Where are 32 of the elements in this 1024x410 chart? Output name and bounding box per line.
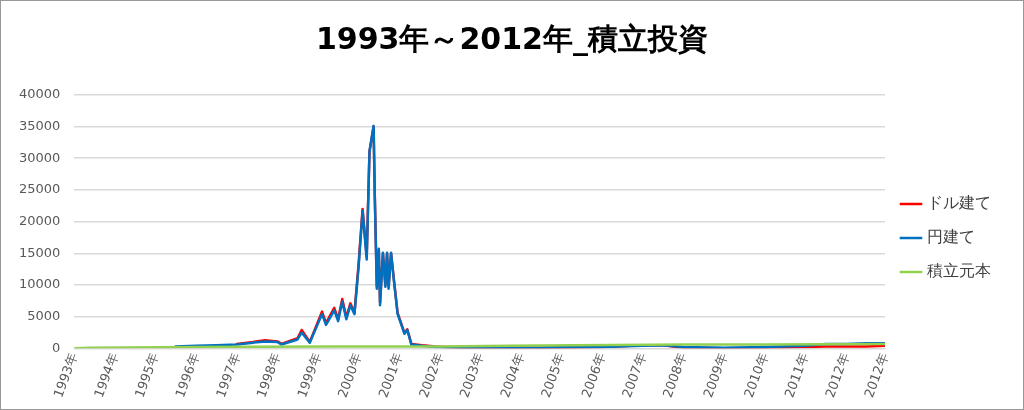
x-tick-label: 1999年 (294, 351, 324, 400)
chart-title: 1993年～2012年_積立投資 (315, 20, 709, 58)
x-tick-label: 2005年 (537, 351, 568, 400)
x-tick-label: 2008年 (659, 351, 690, 400)
y-tick-label: 10000 (19, 276, 61, 292)
y-tick-label: 25000 (19, 181, 61, 197)
x-tick-label: 2010年 (740, 351, 771, 400)
y-tick-label: 20000 (19, 212, 61, 228)
y-tick-label: 15000 (19, 244, 61, 260)
x-tick-label: 2007年 (619, 351, 649, 400)
y-tick-label: 5000 (27, 308, 61, 324)
x-tick-label: 2011年 (781, 351, 812, 400)
x-tick-label: 1994年 (91, 351, 121, 400)
x-tick-label: 2012年 (861, 351, 891, 400)
x-tick-label: 2003年 (456, 351, 487, 400)
x-tick-label: 2012年 (822, 351, 852, 400)
x-tick-label: 2009年 (700, 351, 731, 400)
x-tick-label: 1996年 (172, 351, 203, 400)
x-tick-label: 2000年 (334, 351, 365, 400)
x-tick-label: 1997年 (212, 351, 243, 400)
legend-label: 円建て (927, 227, 975, 247)
x-tick-label: 2004年 (497, 351, 528, 400)
x-tick-label: 2001年 (375, 351, 406, 400)
y-tick-label: 35000 (19, 117, 61, 133)
x-tick-label: 1998年 (253, 351, 284, 400)
x-tick-label: 1995年 (131, 351, 162, 400)
y-tick-label: 30000 (19, 149, 61, 165)
x-tick-label: 2002年 (416, 351, 446, 400)
y-tick-label: 40000 (19, 86, 61, 102)
legend-label: 積立元本 (927, 261, 991, 281)
x-tick-label: 2006年 (578, 351, 609, 400)
legend-label: ドル建て (927, 193, 991, 213)
